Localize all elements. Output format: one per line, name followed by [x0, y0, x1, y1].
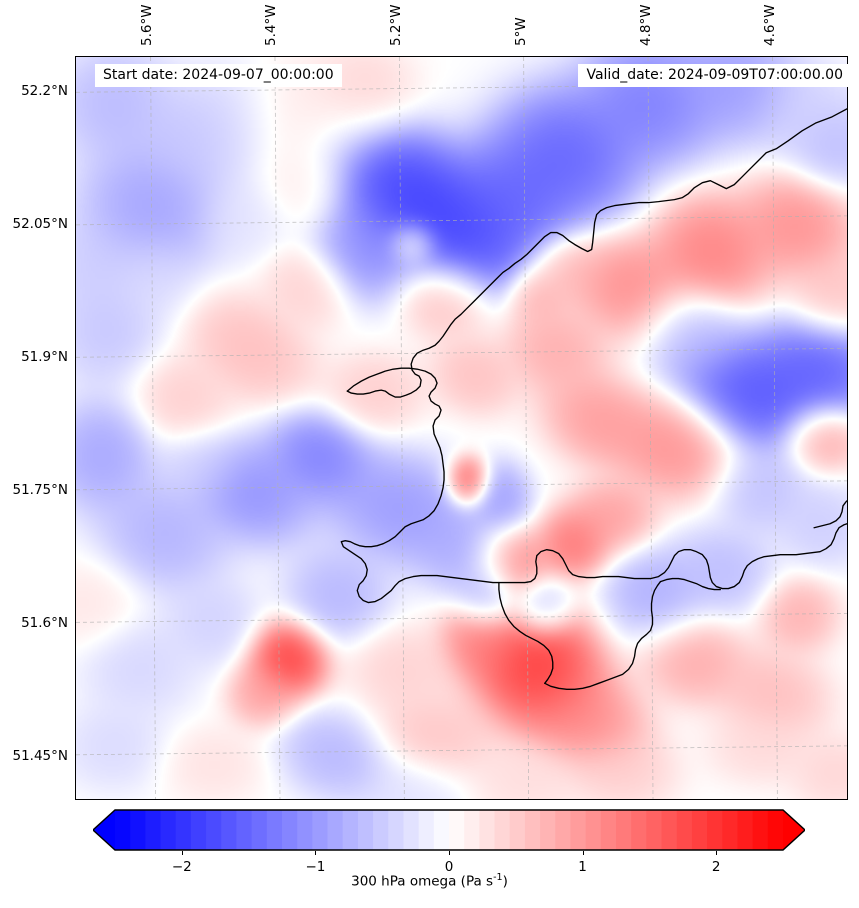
colorbar-band — [449, 810, 465, 850]
colorbar-band — [570, 810, 587, 850]
colorbar-band — [327, 810, 344, 850]
colorbar-gradient — [93, 809, 805, 851]
colorbar-band — [509, 810, 526, 850]
x-tick-label-5: 4.6°W — [762, 4, 779, 46]
colorbar-band — [357, 810, 374, 850]
colorbar-band — [631, 810, 647, 850]
x-tick-label-4: 4.8°W — [637, 4, 654, 46]
x-axis-tick-labels: 5.6°W 5.4°W 5.2°W 5°W 4.8°W 4.6°W — [0, 0, 859, 50]
colorbar-band — [661, 810, 678, 850]
y-axis-tick-labels: 52.2°N 52.05°N 51.9°N 51.75°N 51.6°N 51.45°N — [0, 0, 69, 908]
colorbar-band — [707, 810, 723, 850]
colorbar-band — [160, 810, 177, 850]
colorbar-band — [464, 810, 480, 850]
x-tick-label-3: 5°W — [512, 17, 529, 46]
y-tick-label-3: 51.75°N — [12, 482, 69, 498]
colorbar-band — [479, 810, 496, 850]
colorbar-band — [646, 810, 663, 850]
colorbar-band — [616, 810, 632, 850]
colorbar-tick-label-3: 1 — [578, 859, 587, 875]
colorbar-axis-label: 300 hPa omega (Pa s-1) — [0, 872, 859, 890]
y-tick-label-2: 51.9°N — [21, 349, 68, 366]
colorbar-band — [722, 810, 739, 850]
x-tick-label-2: 5.2°W — [388, 4, 405, 46]
colorbar-label-exponent: -1 — [493, 872, 503, 883]
colorbar-band — [555, 810, 572, 850]
colorbar-band — [388, 810, 405, 850]
colorbar-band — [312, 810, 329, 850]
colorbar-extend-min — [93, 810, 115, 850]
colorbar-band — [585, 810, 602, 850]
colorbar-tick-label-4: 2 — [711, 859, 721, 875]
colorbar-band — [130, 810, 146, 850]
colorbar-band — [752, 810, 769, 850]
colorbar-tick-mark-3 — [582, 851, 584, 855]
valid-date-annotation: Valid_date: 2024-09-09T07:00:00.00 — [578, 64, 851, 88]
colorbar-tick-mark-0 — [181, 851, 183, 855]
colorbar-band — [494, 810, 511, 850]
colorbar-tick-label-2: 0 — [444, 859, 454, 875]
colorbar-tick-mark-4 — [716, 851, 718, 855]
y-tick-label-0: 52.2°N — [21, 83, 68, 100]
colorbar-band — [190, 810, 207, 850]
colorbar-label-text: 300 hPa omega (Pa s — [351, 873, 494, 890]
colorbar-band — [145, 810, 162, 850]
colorbar-tick-mark-2 — [449, 851, 450, 855]
colorbar-band — [297, 810, 313, 850]
colorbar-band — [221, 810, 238, 850]
omega-field-heatmap — [76, 57, 847, 799]
colorbar-tick-labels: −2 −1 0 1 2 — [93, 851, 805, 877]
y-tick-label-5: 51.45°N — [12, 747, 69, 764]
y-tick-label-1: 52.05°N — [12, 216, 69, 233]
map-plot-area[interactable] — [75, 56, 848, 800]
x-tick-label-1: 5.4°W — [263, 4, 280, 46]
colorbar-band — [206, 810, 222, 850]
colorbar-band — [403, 810, 420, 850]
colorbar-band — [524, 810, 541, 850]
colorbar-band — [540, 810, 556, 850]
colorbar-band — [251, 810, 268, 850]
colorbar-band — [175, 810, 192, 850]
x-tick-label-0: 5.6°W — [138, 4, 155, 46]
colorbar-tick-label-1: −1 — [305, 859, 326, 875]
colorbar-band — [737, 810, 754, 850]
colorbar-band — [115, 810, 131, 850]
start-date-annotation: Start date: 2024-09-07_00:00:00 — [95, 64, 342, 88]
colorbar-band — [767, 810, 784, 850]
colorbar-band — [691, 810, 708, 850]
colorbar-band — [342, 810, 359, 850]
colorbar[interactable]: −2 −1 0 1 2 — [93, 809, 805, 875]
colorbar-tick-mark-1 — [315, 851, 317, 855]
colorbar-band — [266, 810, 283, 850]
colorbar-band — [433, 810, 450, 850]
colorbar-label-tail: ) — [502, 873, 508, 890]
y-tick-label-4: 51.6°N — [21, 614, 68, 631]
colorbar-band — [282, 810, 298, 850]
colorbar-band — [373, 810, 389, 850]
colorbar-extend-max — [783, 810, 805, 850]
colorbar-band — [418, 810, 435, 850]
colorbar-band — [676, 810, 693, 850]
colorbar-band — [236, 810, 253, 850]
colorbar-band — [600, 810, 617, 850]
colorbar-tick-label-0: −2 — [171, 859, 192, 875]
colorbar-outline — [93, 809, 805, 851]
